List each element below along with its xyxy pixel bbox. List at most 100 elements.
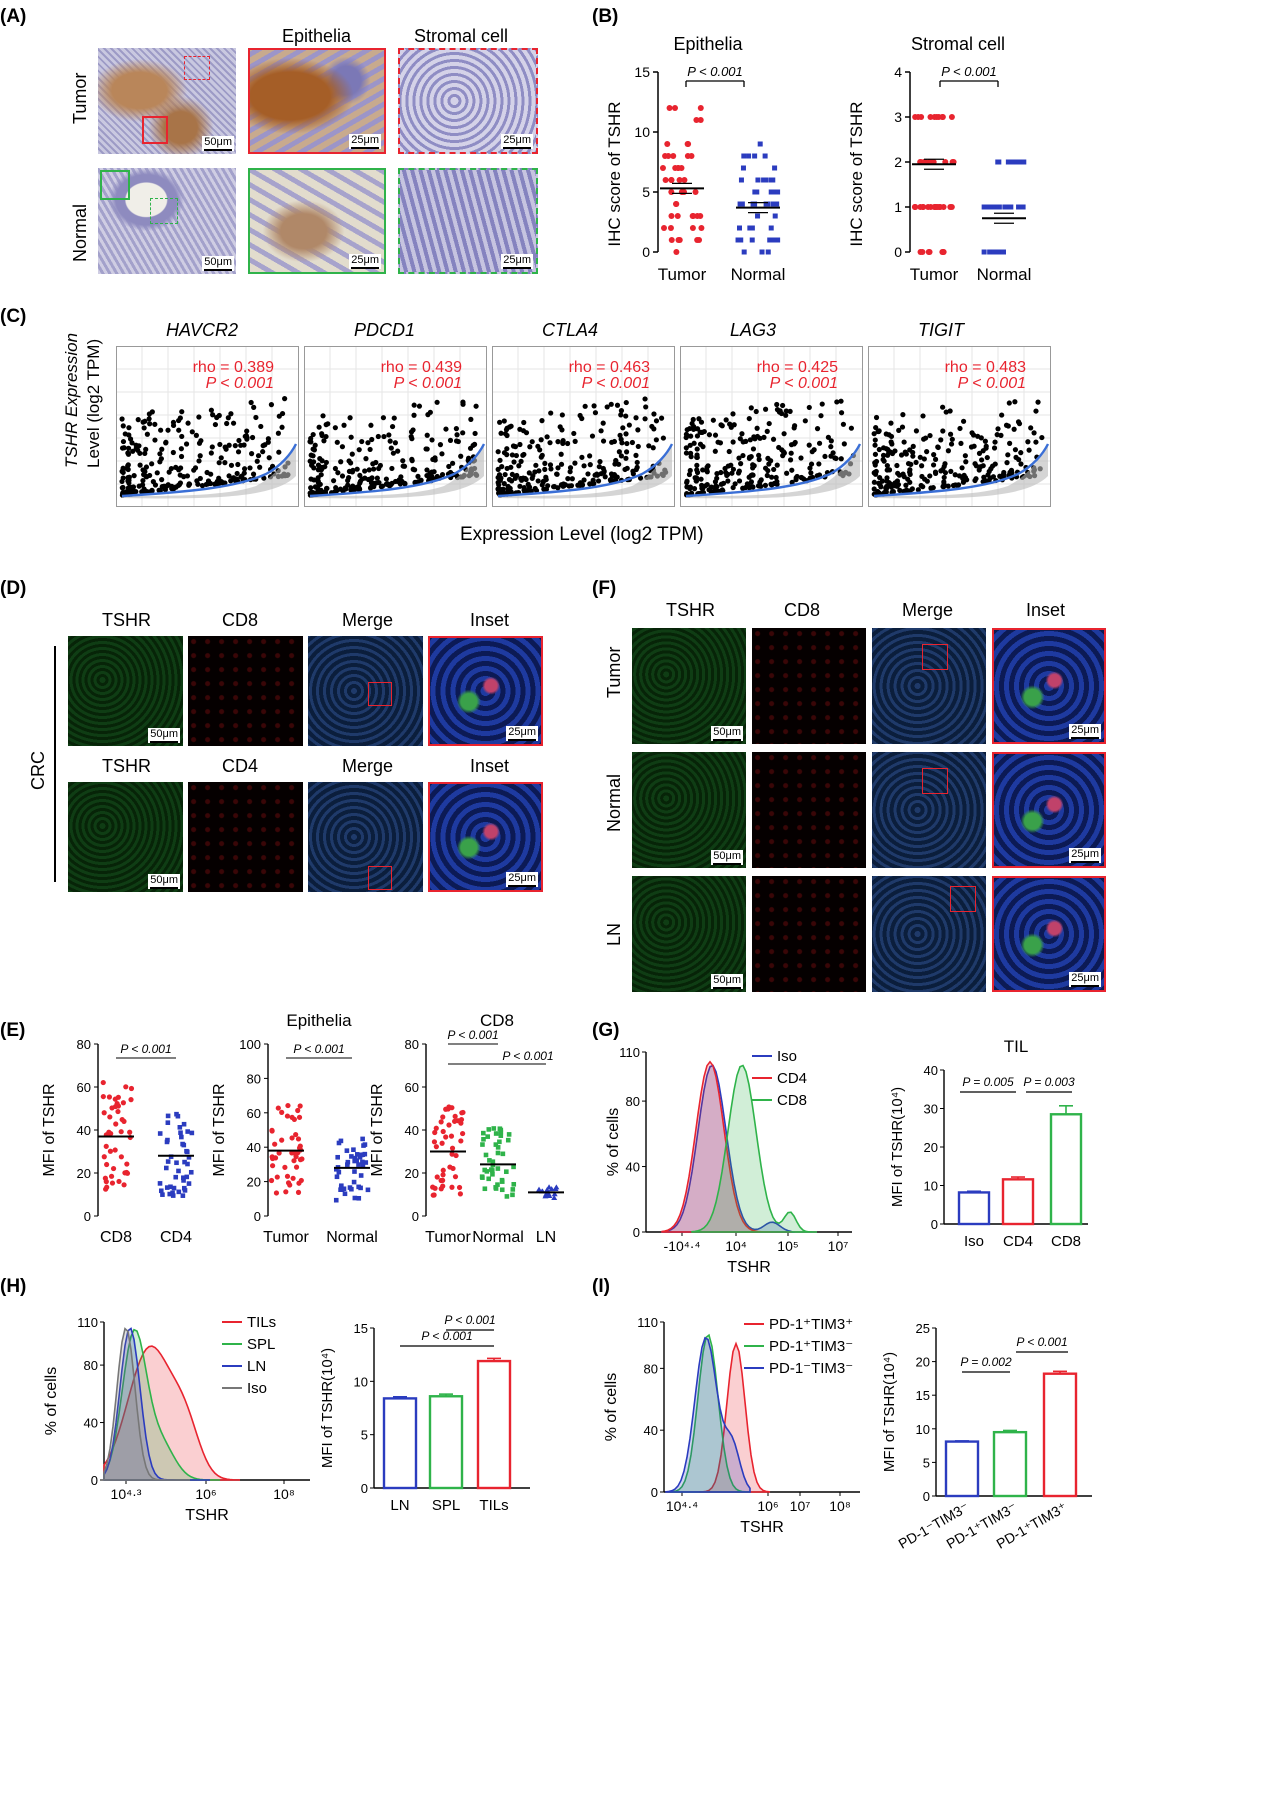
data-point bbox=[590, 479, 596, 486]
data-point bbox=[495, 474, 501, 481]
data-point bbox=[725, 478, 731, 484]
data-point bbox=[579, 482, 586, 488]
data-point bbox=[335, 470, 341, 476]
y-tick-label: 1 bbox=[894, 199, 902, 215]
data-point bbox=[311, 459, 317, 465]
data-point bbox=[746, 454, 753, 460]
data-point bbox=[787, 408, 793, 414]
data-point bbox=[440, 1114, 446, 1120]
data-point bbox=[658, 415, 665, 421]
data-point bbox=[633, 452, 639, 458]
data-point bbox=[910, 443, 916, 449]
data-point bbox=[1011, 426, 1017, 432]
data-point bbox=[431, 1192, 437, 1198]
data-point bbox=[339, 1183, 344, 1189]
data-point bbox=[740, 165, 746, 171]
group-label: CD4 bbox=[160, 1229, 192, 1246]
data-point bbox=[119, 416, 125, 422]
bar bbox=[382, 1397, 418, 1490]
data-point bbox=[339, 473, 346, 479]
data-point bbox=[872, 437, 878, 443]
data-point bbox=[342, 485, 348, 491]
data-point bbox=[381, 433, 387, 440]
data-point bbox=[320, 413, 326, 419]
data-point bbox=[170, 486, 177, 492]
data-point bbox=[312, 484, 318, 490]
data-point bbox=[582, 403, 588, 409]
data-point bbox=[359, 438, 365, 445]
data-point bbox=[222, 460, 228, 466]
data-point bbox=[704, 467, 710, 473]
data-point bbox=[784, 470, 790, 476]
data-point bbox=[970, 432, 977, 438]
data-point bbox=[146, 416, 152, 422]
data-point bbox=[174, 1160, 179, 1166]
data-point bbox=[948, 114, 955, 120]
data-point bbox=[251, 404, 257, 410]
data-point bbox=[706, 432, 713, 438]
data-point bbox=[690, 426, 697, 432]
data-point bbox=[651, 426, 657, 432]
y-axis-label: % of cells bbox=[43, 1367, 60, 1435]
data-point bbox=[178, 1130, 183, 1136]
data-point bbox=[179, 433, 185, 440]
data-point bbox=[579, 415, 585, 422]
data-point bbox=[141, 425, 147, 431]
data-point bbox=[589, 433, 596, 439]
data-point bbox=[274, 1174, 280, 1180]
data-point bbox=[468, 416, 474, 422]
inset-box bbox=[368, 682, 392, 706]
data-point bbox=[269, 1127, 275, 1133]
y-tick-label: 15 bbox=[634, 64, 650, 80]
data-point bbox=[762, 465, 769, 471]
data-point bbox=[183, 441, 190, 447]
data-point bbox=[230, 420, 237, 426]
if-tile: 50μm bbox=[632, 752, 746, 868]
data-point bbox=[888, 484, 895, 490]
data-point bbox=[432, 1129, 438, 1136]
data-point bbox=[694, 462, 700, 468]
data-point bbox=[239, 473, 245, 479]
data-point bbox=[750, 201, 756, 207]
data-point bbox=[736, 455, 742, 461]
data-point bbox=[128, 1085, 135, 1092]
inset-box bbox=[368, 866, 392, 890]
data-point bbox=[495, 449, 501, 455]
data-point bbox=[883, 485, 889, 491]
data-point bbox=[667, 225, 674, 231]
data-point bbox=[623, 449, 630, 455]
data-point bbox=[814, 426, 821, 432]
data-point bbox=[517, 483, 523, 489]
y-tick-label: 0 bbox=[651, 1485, 658, 1500]
scale-bar-label: 25μm bbox=[1071, 724, 1099, 736]
p-value: P < 0.001 bbox=[1016, 1335, 1067, 1349]
data-point bbox=[838, 456, 844, 462]
data-point bbox=[653, 437, 659, 443]
data-point bbox=[453, 1152, 459, 1159]
data-point bbox=[873, 424, 879, 431]
data-point bbox=[692, 189, 699, 195]
data-point bbox=[230, 476, 236, 482]
panel-d-divider bbox=[54, 646, 56, 882]
histogram-curve bbox=[103, 1345, 241, 1481]
data-point bbox=[191, 467, 197, 473]
data-point bbox=[1004, 460, 1010, 466]
histogram-curve bbox=[691, 1064, 818, 1233]
data-point bbox=[182, 1159, 187, 1165]
data-point bbox=[411, 402, 417, 408]
data-point bbox=[186, 1181, 192, 1186]
data-point bbox=[681, 177, 688, 183]
data-point bbox=[888, 420, 894, 426]
panel-d-side-label: CRC bbox=[28, 751, 48, 790]
data-point bbox=[334, 439, 340, 445]
data-point bbox=[185, 1161, 190, 1167]
data-point bbox=[551, 1191, 558, 1197]
data-point bbox=[960, 418, 967, 424]
data-point bbox=[1002, 204, 1008, 210]
data-point bbox=[896, 472, 903, 478]
data-point bbox=[375, 433, 381, 440]
data-point bbox=[371, 466, 377, 472]
data-point bbox=[754, 425, 760, 431]
data-point bbox=[1006, 400, 1012, 406]
data-point bbox=[197, 475, 203, 482]
